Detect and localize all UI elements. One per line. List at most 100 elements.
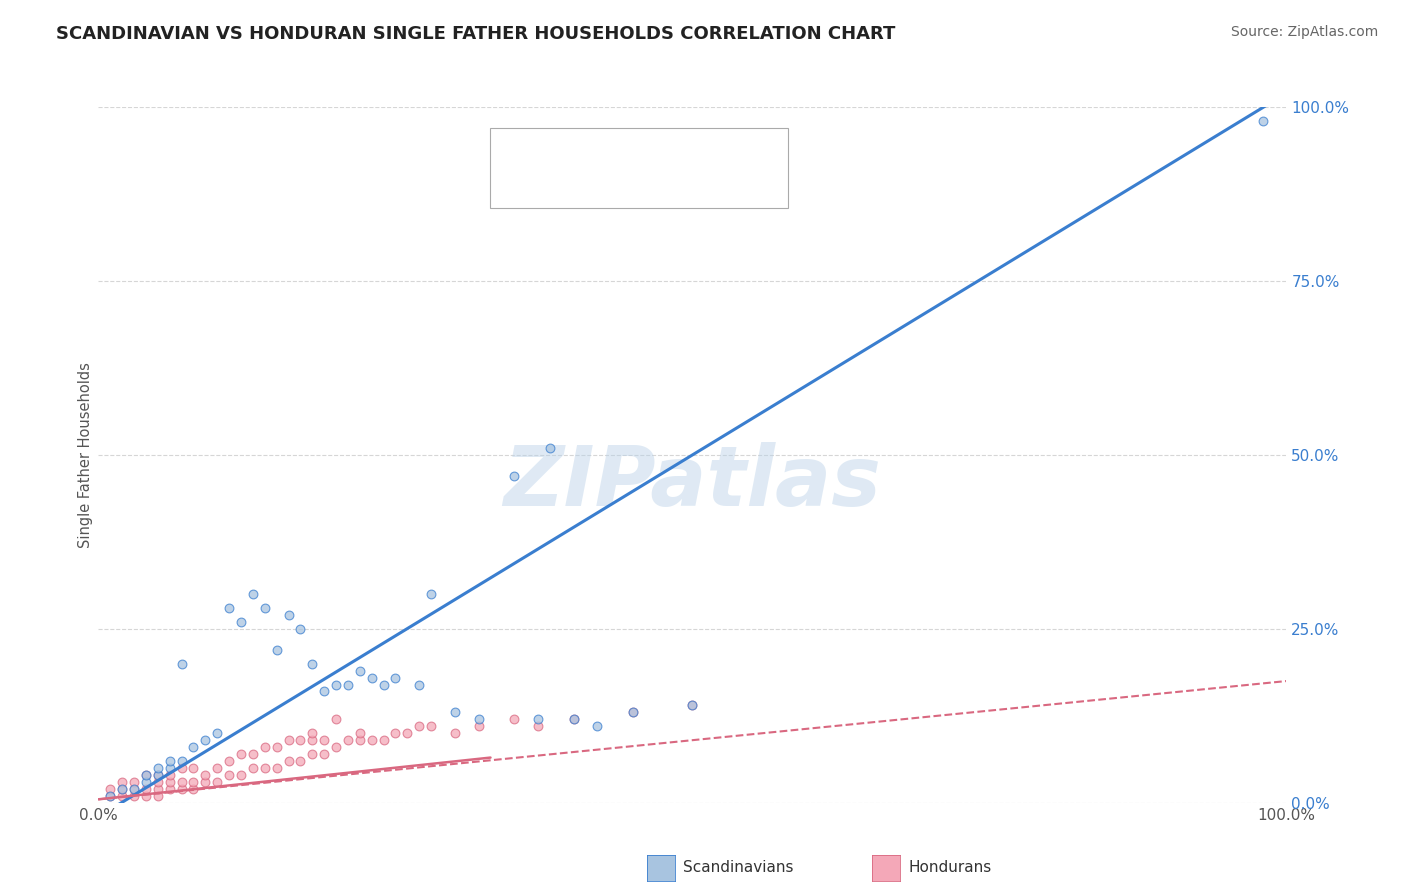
Point bbox=[621, 706, 644, 720]
Point bbox=[301, 733, 323, 747]
Point bbox=[194, 775, 217, 789]
Point bbox=[207, 726, 229, 740]
Point bbox=[242, 747, 264, 761]
Point bbox=[444, 706, 467, 720]
Point bbox=[373, 677, 395, 691]
Point bbox=[135, 768, 157, 782]
Point bbox=[207, 761, 229, 775]
Point bbox=[122, 775, 145, 789]
Point bbox=[277, 754, 299, 768]
Point bbox=[301, 747, 323, 761]
Point bbox=[467, 719, 489, 733]
Point bbox=[183, 775, 205, 789]
Point bbox=[111, 781, 134, 796]
Point bbox=[420, 719, 443, 733]
Text: R = 0.878   N = 41: R = 0.878 N = 41 bbox=[536, 143, 693, 161]
Point bbox=[290, 754, 312, 768]
Text: R = 0.508   N = 65: R = 0.508 N = 65 bbox=[536, 178, 692, 195]
Point bbox=[229, 747, 252, 761]
Point bbox=[242, 761, 264, 775]
Text: Source: ZipAtlas.com: Source: ZipAtlas.com bbox=[1230, 25, 1378, 39]
Point bbox=[170, 775, 193, 789]
Point bbox=[349, 664, 371, 678]
Point bbox=[229, 615, 252, 629]
Point bbox=[277, 733, 299, 747]
Point bbox=[301, 657, 323, 671]
Point bbox=[503, 712, 526, 726]
Point bbox=[336, 733, 359, 747]
Point bbox=[420, 587, 443, 601]
Point bbox=[360, 671, 382, 685]
Point bbox=[183, 761, 205, 775]
Point bbox=[444, 726, 467, 740]
Point bbox=[1251, 114, 1274, 128]
Text: Scandinavians: Scandinavians bbox=[683, 861, 794, 875]
Point bbox=[98, 789, 121, 803]
Point bbox=[146, 768, 169, 782]
Point bbox=[349, 726, 371, 740]
Point bbox=[253, 601, 276, 615]
Point bbox=[229, 768, 252, 782]
Point bbox=[218, 601, 240, 615]
Point bbox=[562, 712, 585, 726]
Point bbox=[170, 657, 193, 671]
Point bbox=[503, 468, 526, 483]
Point bbox=[242, 587, 264, 601]
Point bbox=[170, 781, 193, 796]
Point bbox=[314, 733, 336, 747]
Point bbox=[170, 761, 193, 775]
Point bbox=[290, 622, 312, 636]
Point bbox=[538, 441, 561, 455]
Point bbox=[170, 754, 193, 768]
Point bbox=[336, 677, 359, 691]
Point bbox=[277, 607, 299, 622]
Point bbox=[266, 642, 288, 657]
Point bbox=[122, 789, 145, 803]
Text: SCANDINAVIAN VS HONDURAN SINGLE FATHER HOUSEHOLDS CORRELATION CHART: SCANDINAVIAN VS HONDURAN SINGLE FATHER H… bbox=[56, 25, 896, 43]
Point bbox=[373, 733, 395, 747]
Point bbox=[301, 726, 323, 740]
Point bbox=[325, 740, 347, 755]
Point bbox=[360, 733, 382, 747]
Point bbox=[290, 733, 312, 747]
Point bbox=[159, 768, 181, 782]
Point bbox=[253, 740, 276, 755]
Point bbox=[349, 733, 371, 747]
Point bbox=[111, 781, 134, 796]
Point bbox=[122, 781, 145, 796]
Y-axis label: Single Father Households: Single Father Households bbox=[77, 362, 93, 548]
Point bbox=[159, 775, 181, 789]
Point bbox=[325, 677, 347, 691]
Point bbox=[562, 712, 585, 726]
Point bbox=[146, 789, 169, 803]
Point bbox=[682, 698, 704, 713]
Point bbox=[111, 789, 134, 803]
Point bbox=[98, 789, 121, 803]
Point bbox=[135, 781, 157, 796]
Text: ZIPatlas: ZIPatlas bbox=[503, 442, 882, 524]
Point bbox=[527, 712, 550, 726]
Point bbox=[314, 747, 336, 761]
Point bbox=[325, 712, 347, 726]
Point bbox=[527, 719, 550, 733]
Point bbox=[682, 698, 704, 713]
Point bbox=[194, 768, 217, 782]
Point bbox=[467, 712, 489, 726]
Point bbox=[194, 733, 217, 747]
Point bbox=[135, 775, 157, 789]
Point bbox=[586, 719, 609, 733]
Point bbox=[146, 781, 169, 796]
Point bbox=[159, 781, 181, 796]
Point bbox=[135, 768, 157, 782]
Text: Hondurans: Hondurans bbox=[908, 861, 991, 875]
Point bbox=[218, 754, 240, 768]
Point bbox=[621, 706, 644, 720]
Point bbox=[384, 726, 406, 740]
Point bbox=[218, 768, 240, 782]
Point bbox=[408, 677, 430, 691]
Point bbox=[384, 671, 406, 685]
Point bbox=[159, 754, 181, 768]
Point bbox=[207, 775, 229, 789]
Point bbox=[266, 761, 288, 775]
Point bbox=[98, 781, 121, 796]
